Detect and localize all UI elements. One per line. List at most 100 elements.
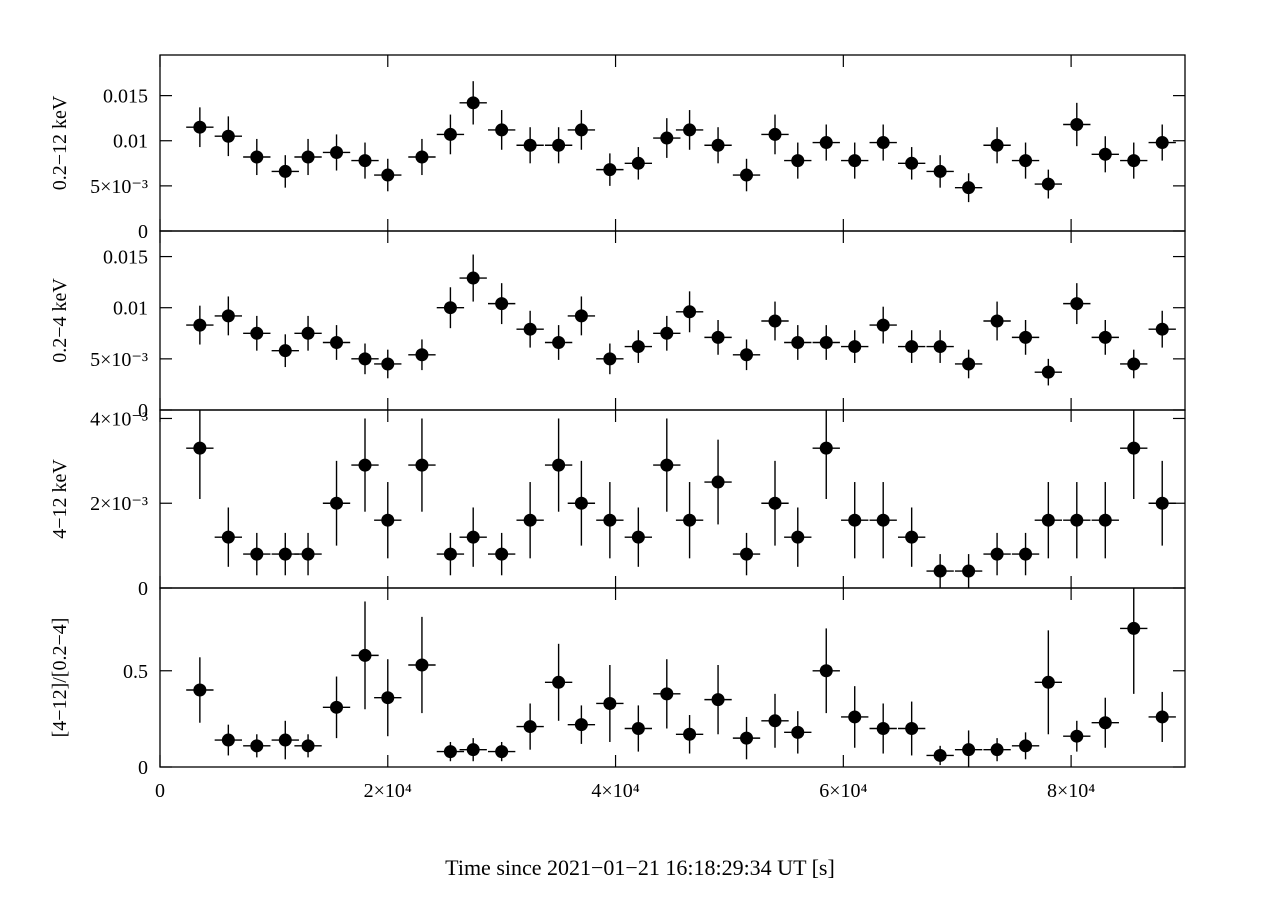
data-point <box>603 352 617 366</box>
data-point <box>819 441 833 455</box>
panel-2: 0 5×10⁻³ 0.01 0.015 0.2−4 keV <box>49 230 1186 422</box>
data-point <box>1041 177 1055 191</box>
data-point <box>466 271 480 285</box>
data-point <box>711 475 725 489</box>
data-point <box>1041 513 1055 527</box>
data-point <box>1070 117 1084 131</box>
data-point <box>301 739 315 753</box>
data-point <box>876 722 890 736</box>
data-point <box>876 136 890 150</box>
data-point <box>683 513 697 527</box>
data-point <box>905 722 919 736</box>
data-point <box>905 156 919 170</box>
y-axis-label: [4−12]/[0.2−4] <box>49 618 71 738</box>
data-point <box>905 530 919 544</box>
data-point <box>740 348 754 362</box>
y-axis-label: 0.2−4 keV <box>49 278 71 363</box>
data-point <box>603 163 617 177</box>
data-point <box>740 168 754 182</box>
data-point <box>819 136 833 150</box>
y-tick-label: 0.015 <box>103 247 148 269</box>
y-tick-label: 0 <box>138 221 148 243</box>
data-point <box>876 513 890 527</box>
x-tick-label: 4×10⁴ <box>591 780 639 802</box>
y-tick-label: 0.01 <box>113 131 148 153</box>
data-point <box>250 150 264 164</box>
data-point <box>381 168 395 182</box>
data-point <box>221 129 235 143</box>
data-point <box>552 335 566 349</box>
data-point <box>574 718 588 732</box>
data-point <box>495 297 509 311</box>
series-points <box>186 254 1176 386</box>
data-point <box>443 127 457 141</box>
panel-frame <box>159 54 1186 232</box>
series-points <box>186 588 1176 767</box>
data-point <box>301 326 315 340</box>
data-point <box>933 340 947 354</box>
data-point <box>1127 441 1141 455</box>
y-tick-label: 2×10⁻³ <box>90 493 148 515</box>
data-point <box>740 547 754 561</box>
data-point <box>1070 513 1084 527</box>
data-point <box>1041 675 1055 689</box>
x-tick-label: 0 <box>155 780 165 802</box>
data-point <box>631 340 645 354</box>
data-point <box>495 745 509 759</box>
data-point <box>250 326 264 340</box>
data-point <box>523 720 537 734</box>
data-point <box>221 309 235 323</box>
data-point <box>740 731 754 745</box>
data-point <box>683 727 697 741</box>
panel-frame <box>159 587 1186 768</box>
data-point <box>278 344 292 358</box>
data-point <box>1070 729 1084 743</box>
data-point <box>415 658 429 672</box>
data-point <box>791 530 805 544</box>
data-point <box>1127 154 1141 168</box>
data-point <box>791 725 805 739</box>
data-point <box>990 138 1004 152</box>
data-point <box>1127 621 1141 635</box>
data-point <box>358 458 372 472</box>
x-tick-label: 8×10⁴ <box>1047 780 1095 802</box>
y-tick-label: 0 <box>138 757 148 779</box>
x-tick-label: 6×10⁴ <box>819 780 867 802</box>
data-point <box>660 131 674 145</box>
data-point <box>193 441 207 455</box>
data-point <box>905 340 919 354</box>
y-tick-label: 4×10⁻³ <box>90 408 148 430</box>
panel-frame <box>159 230 1186 411</box>
data-point <box>1019 547 1033 561</box>
y-tick-label: 0 <box>138 578 148 600</box>
data-point <box>381 691 395 705</box>
data-point <box>330 700 344 714</box>
data-point <box>523 138 537 152</box>
data-point <box>1155 136 1169 150</box>
data-point <box>962 743 976 757</box>
data-point <box>711 693 725 707</box>
data-point <box>358 648 372 662</box>
data-point <box>443 547 457 561</box>
data-point <box>381 357 395 371</box>
data-point <box>1098 513 1112 527</box>
data-point <box>933 164 947 178</box>
data-point <box>768 314 782 328</box>
data-point <box>278 547 292 561</box>
data-point <box>660 458 674 472</box>
data-point <box>990 743 1004 757</box>
x-axis-title: Time since 2021−01−21 16:18:29:34 UT [s] <box>445 855 835 880</box>
data-point <box>848 513 862 527</box>
data-point <box>358 352 372 366</box>
data-point <box>574 123 588 137</box>
data-point <box>819 664 833 678</box>
panel-1: 0 5×10⁻³ 0.01 0.015 0.2−12 keV <box>49 54 1186 243</box>
data-point <box>278 733 292 747</box>
y-tick-label: 5×10⁻³ <box>90 349 148 371</box>
data-point <box>278 164 292 178</box>
data-point <box>711 330 725 344</box>
data-point <box>193 683 207 697</box>
data-point <box>330 145 344 159</box>
data-point <box>1070 297 1084 311</box>
